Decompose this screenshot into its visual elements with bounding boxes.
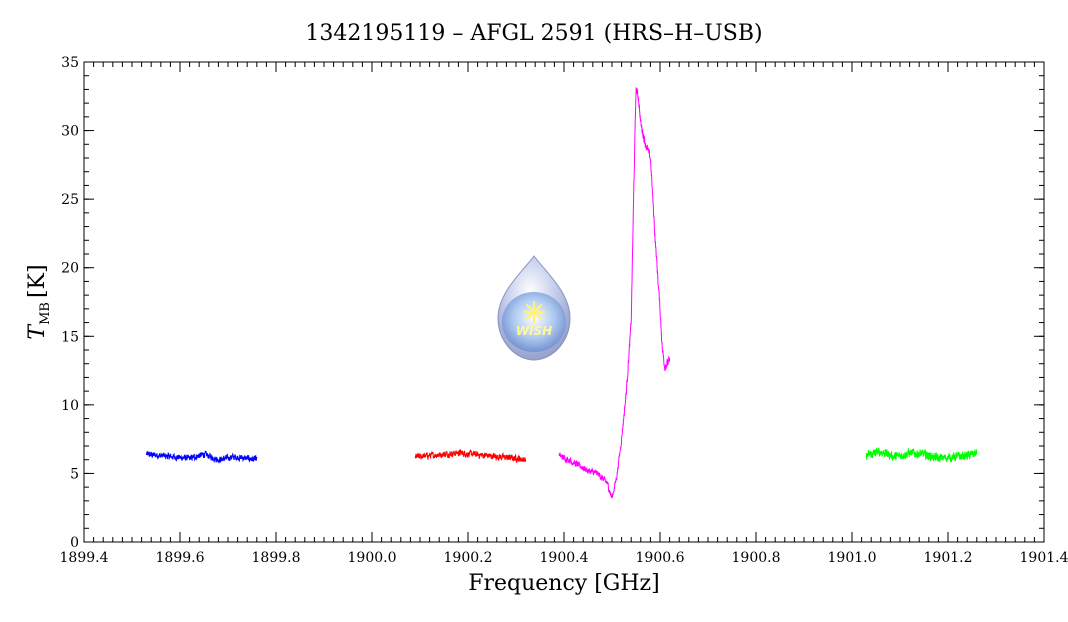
- series-line-4: [866, 448, 976, 462]
- y-tick-label: 10: [61, 398, 79, 414]
- y-tick-label: 35: [61, 55, 79, 71]
- x-axis-label: Frequency [GHz]: [468, 571, 660, 596]
- x-tick-labels: 1899.4 1899.6 1899.8 1900.0 1900.2 1900.4 1900…: [60, 550, 1068, 566]
- chart-title: 1342195119 – AFGL 2591 (HRS–H–USB): [305, 21, 762, 46]
- y-tick-label: 30: [61, 124, 79, 140]
- y-tick-label: 20: [61, 261, 79, 277]
- y-tick-label: 15: [61, 329, 79, 345]
- y-tick-labels: 0 5 10 15 20 25 30 35: [61, 55, 79, 551]
- y-tick-label: 25: [61, 192, 79, 208]
- x-tick-label: 1899.6: [156, 550, 205, 566]
- y-axis-label-unit: [K]: [25, 264, 50, 298]
- x-tick-label: 1900.8: [732, 550, 781, 566]
- y-axis-label: TMB[K]: [25, 264, 53, 339]
- series-line-1: [146, 451, 256, 463]
- x-tick-label: 1900.2: [444, 550, 493, 566]
- wish-logo: WISH: [498, 256, 570, 360]
- x-tick-label: 1900.0: [348, 550, 397, 566]
- x-tick-label: 1901.0: [828, 550, 877, 566]
- series-line-2: [415, 450, 525, 463]
- x-tick-label: 1899.8: [252, 550, 301, 566]
- y-tick-label: 0: [70, 535, 79, 551]
- x-tick-label: 1901.2: [924, 550, 973, 566]
- y-tick-label: 5: [70, 466, 79, 482]
- y-axis-label-sub: MB: [38, 302, 53, 325]
- x-tick-label: 1901.4: [1020, 550, 1068, 566]
- series-line-3: [559, 87, 669, 498]
- x-tick-label: 1900.4: [540, 550, 589, 566]
- x-tick-label: 1899.4: [60, 550, 109, 566]
- x-tick-label: 1900.6: [636, 550, 685, 566]
- logo-star-icon: [524, 302, 544, 322]
- logo-text: WISH: [516, 324, 552, 338]
